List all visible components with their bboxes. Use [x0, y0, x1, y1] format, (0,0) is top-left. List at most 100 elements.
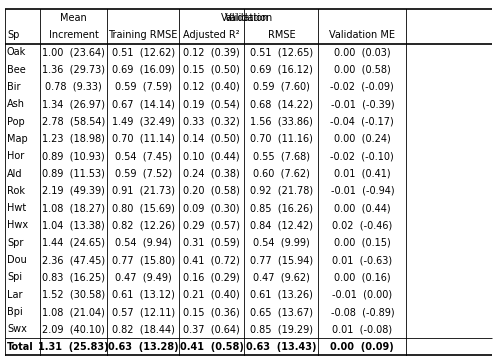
- Text: 0.31  (0.59): 0.31 (0.59): [183, 238, 240, 248]
- Text: 0.89  (11.53): 0.89 (11.53): [42, 168, 105, 178]
- Text: Hor: Hor: [7, 151, 24, 161]
- Text: 0.61  (13.12): 0.61 (13.12): [112, 290, 174, 300]
- Text: 0.80  (15.69): 0.80 (15.69): [112, 203, 174, 213]
- Text: 1.04  (13.38): 1.04 (13.38): [42, 220, 105, 230]
- Text: 0.85  (16.26): 0.85 (16.26): [250, 203, 313, 213]
- Text: 1.36  (29.73): 1.36 (29.73): [42, 65, 105, 75]
- Text: 1.56  (33.86): 1.56 (33.86): [250, 117, 313, 127]
- Text: 0.12  (0.39): 0.12 (0.39): [183, 47, 240, 57]
- Text: 0.00  (0.15): 0.00 (0.15): [334, 238, 391, 248]
- Text: 0.67  (14.14): 0.67 (14.14): [112, 99, 174, 109]
- Text: 0.01  (-0.63): 0.01 (-0.63): [332, 255, 392, 265]
- Text: 0.59  (7.52): 0.59 (7.52): [115, 168, 172, 178]
- Text: -0.02  (-0.09): -0.02 (-0.09): [330, 82, 394, 92]
- Text: Sp: Sp: [7, 30, 20, 40]
- Text: 0.47  (9.49): 0.47 (9.49): [115, 272, 171, 283]
- Text: 0.65  (13.67): 0.65 (13.67): [250, 307, 313, 317]
- Text: Dou: Dou: [7, 255, 27, 265]
- Text: 0.01  (-0.08): 0.01 (-0.08): [332, 325, 392, 335]
- Text: 0.00  (0.09): 0.00 (0.09): [330, 342, 394, 352]
- Text: 0.51  (12.62): 0.51 (12.62): [112, 47, 175, 57]
- Text: 0.92  (21.78): 0.92 (21.78): [250, 186, 313, 196]
- Text: Pop: Pop: [7, 117, 25, 127]
- Text: -0.02  (-0.10): -0.02 (-0.10): [330, 151, 394, 161]
- Text: 0.89  (10.93): 0.89 (10.93): [42, 151, 105, 161]
- Text: Ald: Ald: [7, 168, 22, 178]
- Text: 0.21  (0.40): 0.21 (0.40): [183, 290, 240, 300]
- Text: Spr: Spr: [7, 238, 23, 248]
- Text: 0.33  (0.32): 0.33 (0.32): [183, 117, 240, 127]
- Text: Increment: Increment: [48, 30, 98, 40]
- Text: Hwt: Hwt: [7, 203, 26, 213]
- Text: 0.82  (18.44): 0.82 (18.44): [112, 325, 174, 335]
- Text: 1.34  (26.97): 1.34 (26.97): [42, 99, 105, 109]
- Text: 0.63  (13.28): 0.63 (13.28): [108, 342, 178, 352]
- Text: 0.10  (0.44): 0.10 (0.44): [183, 151, 240, 161]
- Text: 0.82  (12.26): 0.82 (12.26): [112, 220, 175, 230]
- Text: 0.59  (7.60): 0.59 (7.60): [253, 82, 310, 92]
- Text: 0.15  (0.50): 0.15 (0.50): [183, 65, 240, 75]
- Text: 0.84  (12.42): 0.84 (12.42): [250, 220, 313, 230]
- Text: 0.29  (0.57): 0.29 (0.57): [183, 220, 240, 230]
- Text: Bpi: Bpi: [7, 307, 23, 317]
- Text: 0.41  (0.58): 0.41 (0.58): [180, 342, 244, 352]
- Text: 0.77  (15.94): 0.77 (15.94): [250, 255, 313, 265]
- Text: -0.01  (-0.39): -0.01 (-0.39): [330, 99, 394, 109]
- Text: 0.00  (0.24): 0.00 (0.24): [334, 134, 391, 144]
- Text: 1.49  (32.49): 1.49 (32.49): [112, 117, 174, 127]
- Text: 0.00  (0.03): 0.00 (0.03): [334, 47, 391, 57]
- Text: 0.78  (9.33): 0.78 (9.33): [45, 82, 102, 92]
- Text: 0.19  (0.54): 0.19 (0.54): [183, 99, 240, 109]
- Text: Validation ME: Validation ME: [329, 30, 395, 40]
- Text: 0.60  (7.62): 0.60 (7.62): [253, 168, 310, 178]
- Text: 1.52  (30.58): 1.52 (30.58): [42, 290, 105, 300]
- Text: 0.47  (9.62): 0.47 (9.62): [253, 272, 310, 283]
- Text: 0.59  (7.59): 0.59 (7.59): [115, 82, 171, 92]
- Text: 1.23  (18.98): 1.23 (18.98): [42, 134, 105, 144]
- Text: 0.85  (19.29): 0.85 (19.29): [250, 325, 313, 335]
- Text: 0.54  (7.45): 0.54 (7.45): [115, 151, 171, 161]
- Text: 2.36  (47.45): 2.36 (47.45): [42, 255, 105, 265]
- Text: 0.00  (0.16): 0.00 (0.16): [334, 272, 391, 283]
- Text: Map: Map: [7, 134, 28, 144]
- Text: 0.63  (13.43): 0.63 (13.43): [246, 342, 317, 352]
- Text: Training RMSE: Training RMSE: [109, 30, 178, 40]
- Text: 0.24  (0.38): 0.24 (0.38): [183, 168, 240, 178]
- Text: 0.01  (0.41): 0.01 (0.41): [334, 168, 391, 178]
- Text: Rok: Rok: [7, 186, 25, 196]
- Text: Mean: Mean: [60, 13, 87, 23]
- Text: Adjusted R²: Adjusted R²: [183, 30, 240, 40]
- Text: 0.16  (0.29): 0.16 (0.29): [183, 272, 240, 283]
- Text: -0.04  (-0.17): -0.04 (-0.17): [330, 117, 394, 127]
- Text: 0.54  (9.94): 0.54 (9.94): [115, 238, 171, 248]
- Text: 0.91  (21.73): 0.91 (21.73): [112, 186, 175, 196]
- Text: 0.51  (12.65): 0.51 (12.65): [250, 47, 313, 57]
- Text: -0.01  (0.00): -0.01 (0.00): [332, 290, 392, 300]
- Text: Hwx: Hwx: [7, 220, 28, 230]
- Text: 0.69  (16.09): 0.69 (16.09): [112, 65, 174, 75]
- Text: Validation: Validation: [225, 13, 273, 23]
- Text: 0.37  (0.64): 0.37 (0.64): [183, 325, 240, 335]
- Text: Oak: Oak: [7, 47, 26, 57]
- Text: Bee: Bee: [7, 65, 26, 75]
- Text: 1.31  (25.83): 1.31 (25.83): [38, 342, 109, 352]
- Text: -0.01  (-0.94): -0.01 (-0.94): [330, 186, 394, 196]
- Text: 1.08  (18.27): 1.08 (18.27): [42, 203, 105, 213]
- Text: 0.20  (0.58): 0.20 (0.58): [183, 186, 240, 196]
- Text: 0.00  (0.44): 0.00 (0.44): [334, 203, 391, 213]
- Text: Total: Total: [7, 342, 34, 352]
- Text: 0.12  (0.40): 0.12 (0.40): [183, 82, 240, 92]
- Text: 0.55  (7.68): 0.55 (7.68): [253, 151, 310, 161]
- Text: Lar: Lar: [7, 290, 22, 300]
- Text: 0.54  (9.99): 0.54 (9.99): [253, 238, 310, 248]
- Text: 0.68  (14.22): 0.68 (14.22): [250, 99, 313, 109]
- Text: RMSE: RMSE: [268, 30, 295, 40]
- Text: Validation: Validation: [220, 13, 269, 23]
- Text: 0.70  (11.16): 0.70 (11.16): [250, 134, 313, 144]
- Text: Ash: Ash: [7, 99, 25, 109]
- Text: 0.70  (11.14): 0.70 (11.14): [112, 134, 174, 144]
- Text: 0.69  (16.12): 0.69 (16.12): [250, 65, 313, 75]
- Text: 0.00  (0.58): 0.00 (0.58): [334, 65, 391, 75]
- Text: 0.61  (13.26): 0.61 (13.26): [250, 290, 313, 300]
- Text: 0.14  (0.50): 0.14 (0.50): [183, 134, 240, 144]
